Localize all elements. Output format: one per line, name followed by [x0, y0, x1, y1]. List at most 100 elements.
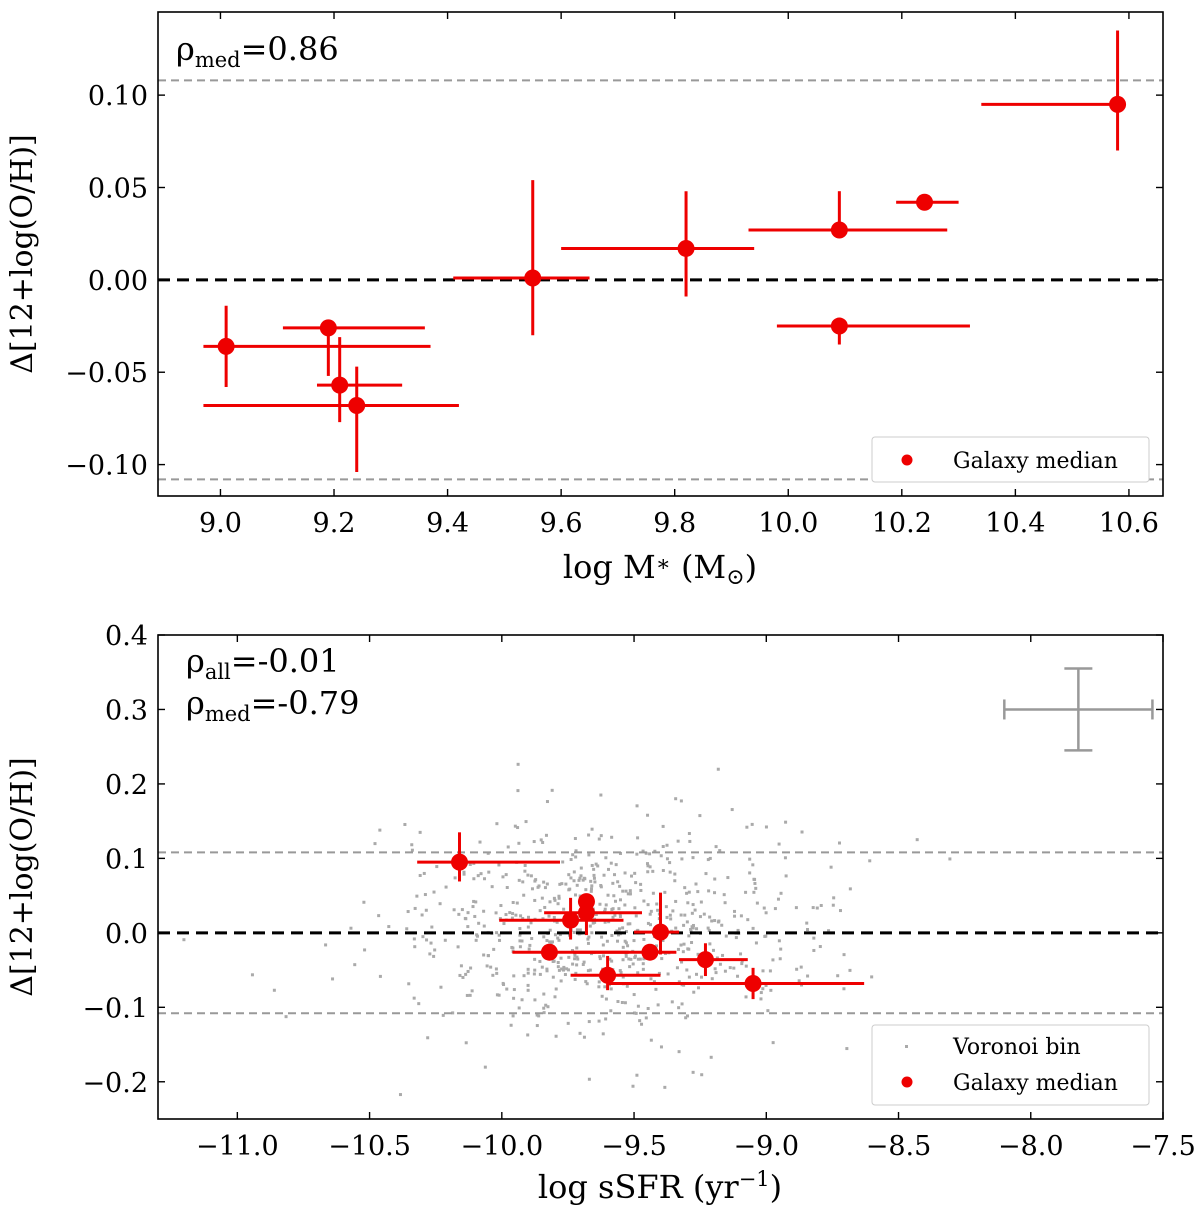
voronoi-bin-point: [773, 907, 777, 911]
voronoi-bin-point: [412, 996, 416, 1000]
voronoi-bin-point: [764, 825, 768, 829]
voronoi-bin-point: [557, 938, 561, 942]
voronoi-bin-point: [750, 822, 754, 826]
ssfr-x-axis-label: log sSFR (yr−1): [538, 1167, 782, 1206]
voronoi-bin-point: [441, 1013, 445, 1017]
voronoi-bin-point: [542, 935, 546, 939]
voronoi-bin-point: [504, 873, 508, 877]
voronoi-bin-point: [698, 814, 702, 818]
galaxy-median-point: [776, 317, 970, 345]
voronoi-bin-point: [572, 930, 576, 934]
voronoi-bin-point: [407, 982, 411, 986]
voronoi-bin-point: [545, 882, 549, 886]
voronoi-bin-point: [513, 824, 517, 828]
voronoi-bin-point: [642, 899, 646, 903]
voronoi-bin-point: [605, 939, 609, 943]
galaxy-median-marker: [331, 376, 349, 394]
voronoi-bin-point: [468, 862, 472, 866]
voronoi-bin-point: [730, 808, 734, 812]
voronoi-bin-point: [410, 843, 414, 847]
voronoi-bin-point: [523, 869, 527, 873]
voronoi-bin-point: [628, 965, 632, 969]
voronoi-bin-point: [848, 887, 852, 891]
voronoi-bin-point: [752, 890, 756, 894]
voronoi-bin-point: [611, 881, 615, 885]
voronoi-bin-point: [545, 939, 549, 943]
mass-legend: Galaxy median: [871, 436, 1150, 483]
voronoi-bin-point: [573, 837, 577, 841]
voronoi-bin-point: [560, 882, 564, 886]
voronoi-bin-point: [378, 828, 382, 832]
voronoi-bin-point: [558, 882, 562, 886]
voronoi-bin-point: [598, 955, 602, 959]
voronoi-bin-point: [645, 862, 649, 866]
voronoi-bin-point: [518, 933, 522, 937]
voronoi-bin-point: [818, 945, 822, 949]
galaxy-median-marker: [562, 911, 580, 929]
voronoi-bin-point: [646, 813, 650, 817]
voronoi-bin-point: [552, 959, 556, 963]
galaxy-median-point: [607, 967, 865, 1000]
voronoi-bin-point: [284, 1015, 288, 1019]
voronoi-bin-point: [575, 946, 579, 950]
voronoi-bin-point: [584, 980, 588, 984]
voronoi-bin-point: [586, 937, 590, 941]
voronoi-bin-point: [575, 883, 579, 887]
voronoi-bin-point: [827, 929, 831, 933]
voronoi-bin-point: [663, 1085, 667, 1089]
voronoi-bin-point: [628, 889, 632, 893]
voronoi-bin-point: [659, 854, 663, 858]
voronoi-bin-point: [715, 956, 719, 960]
voronoi-bin-point: [574, 893, 578, 897]
voronoi-bin-point: [771, 1041, 775, 1045]
y-tick-label: −0.1: [82, 993, 148, 1024]
voronoi-bin-point: [674, 797, 678, 801]
voronoi-bin-point: [535, 1024, 539, 1028]
voronoi-bin-point: [649, 977, 653, 981]
voronoi-bin-point: [673, 872, 677, 876]
voronoi-bin-point: [543, 886, 547, 890]
voronoi-bin-point: [470, 989, 474, 993]
x-tick-label: −10.0: [460, 1131, 543, 1162]
voronoi-bin-point: [649, 1038, 653, 1042]
ssfr-legend-voronoi-marker: [905, 1045, 908, 1048]
voronoi-bin-point: [526, 988, 530, 992]
voronoi-bin-point: [495, 931, 499, 935]
voronoi-bin-point: [664, 905, 668, 909]
voronoi-bin-point: [517, 841, 521, 845]
voronoi-bin-point: [491, 973, 495, 977]
voronoi-bin-point: [435, 865, 439, 869]
voronoi-bin-point: [417, 1002, 421, 1006]
voronoi-bin-point: [538, 959, 542, 963]
voronoi-bin-point: [610, 907, 614, 911]
voronoi-bin-point: [604, 903, 608, 907]
voronoi-bin-point: [512, 996, 516, 1000]
ssfr-y-ticks: −0.2 −0.1 0.0 0.1 0.2 0.3 0.4: [82, 621, 1163, 1099]
voronoi-bin-point: [691, 903, 695, 907]
galaxy-median-point: [544, 897, 642, 936]
voronoi-bin-point: [674, 926, 678, 930]
y-tick-label: 0.2: [105, 770, 148, 801]
galaxy-median-point: [981, 30, 1127, 151]
voronoi-bin-point: [412, 937, 416, 941]
voronoi-bin-point: [538, 972, 542, 976]
voronoi-bin-point: [421, 935, 425, 939]
voronoi-bin-point: [661, 868, 665, 872]
voronoi-bin-point: [482, 924, 486, 928]
voronoi-bin-point: [473, 914, 477, 918]
voronoi-bin-point: [819, 903, 823, 907]
voronoi-bin-point: [626, 944, 630, 948]
voronoi-bin-point: [768, 969, 772, 973]
voronoi-bin-point: [498, 938, 502, 942]
voronoi-bin-point: [589, 889, 593, 893]
voronoi-bin-point: [668, 870, 672, 874]
voronoi-bin-point: [566, 1021, 570, 1025]
voronoi-bin-point: [624, 930, 628, 934]
galaxy-median-marker: [696, 951, 714, 969]
voronoi-bin-point: [638, 957, 642, 961]
voronoi-bin-point: [610, 959, 614, 963]
voronoi-bin-point: [606, 893, 610, 897]
voronoi-bin-point: [713, 877, 717, 881]
voronoi-bin-point: [753, 881, 757, 885]
voronoi-bin-point: [723, 901, 727, 905]
